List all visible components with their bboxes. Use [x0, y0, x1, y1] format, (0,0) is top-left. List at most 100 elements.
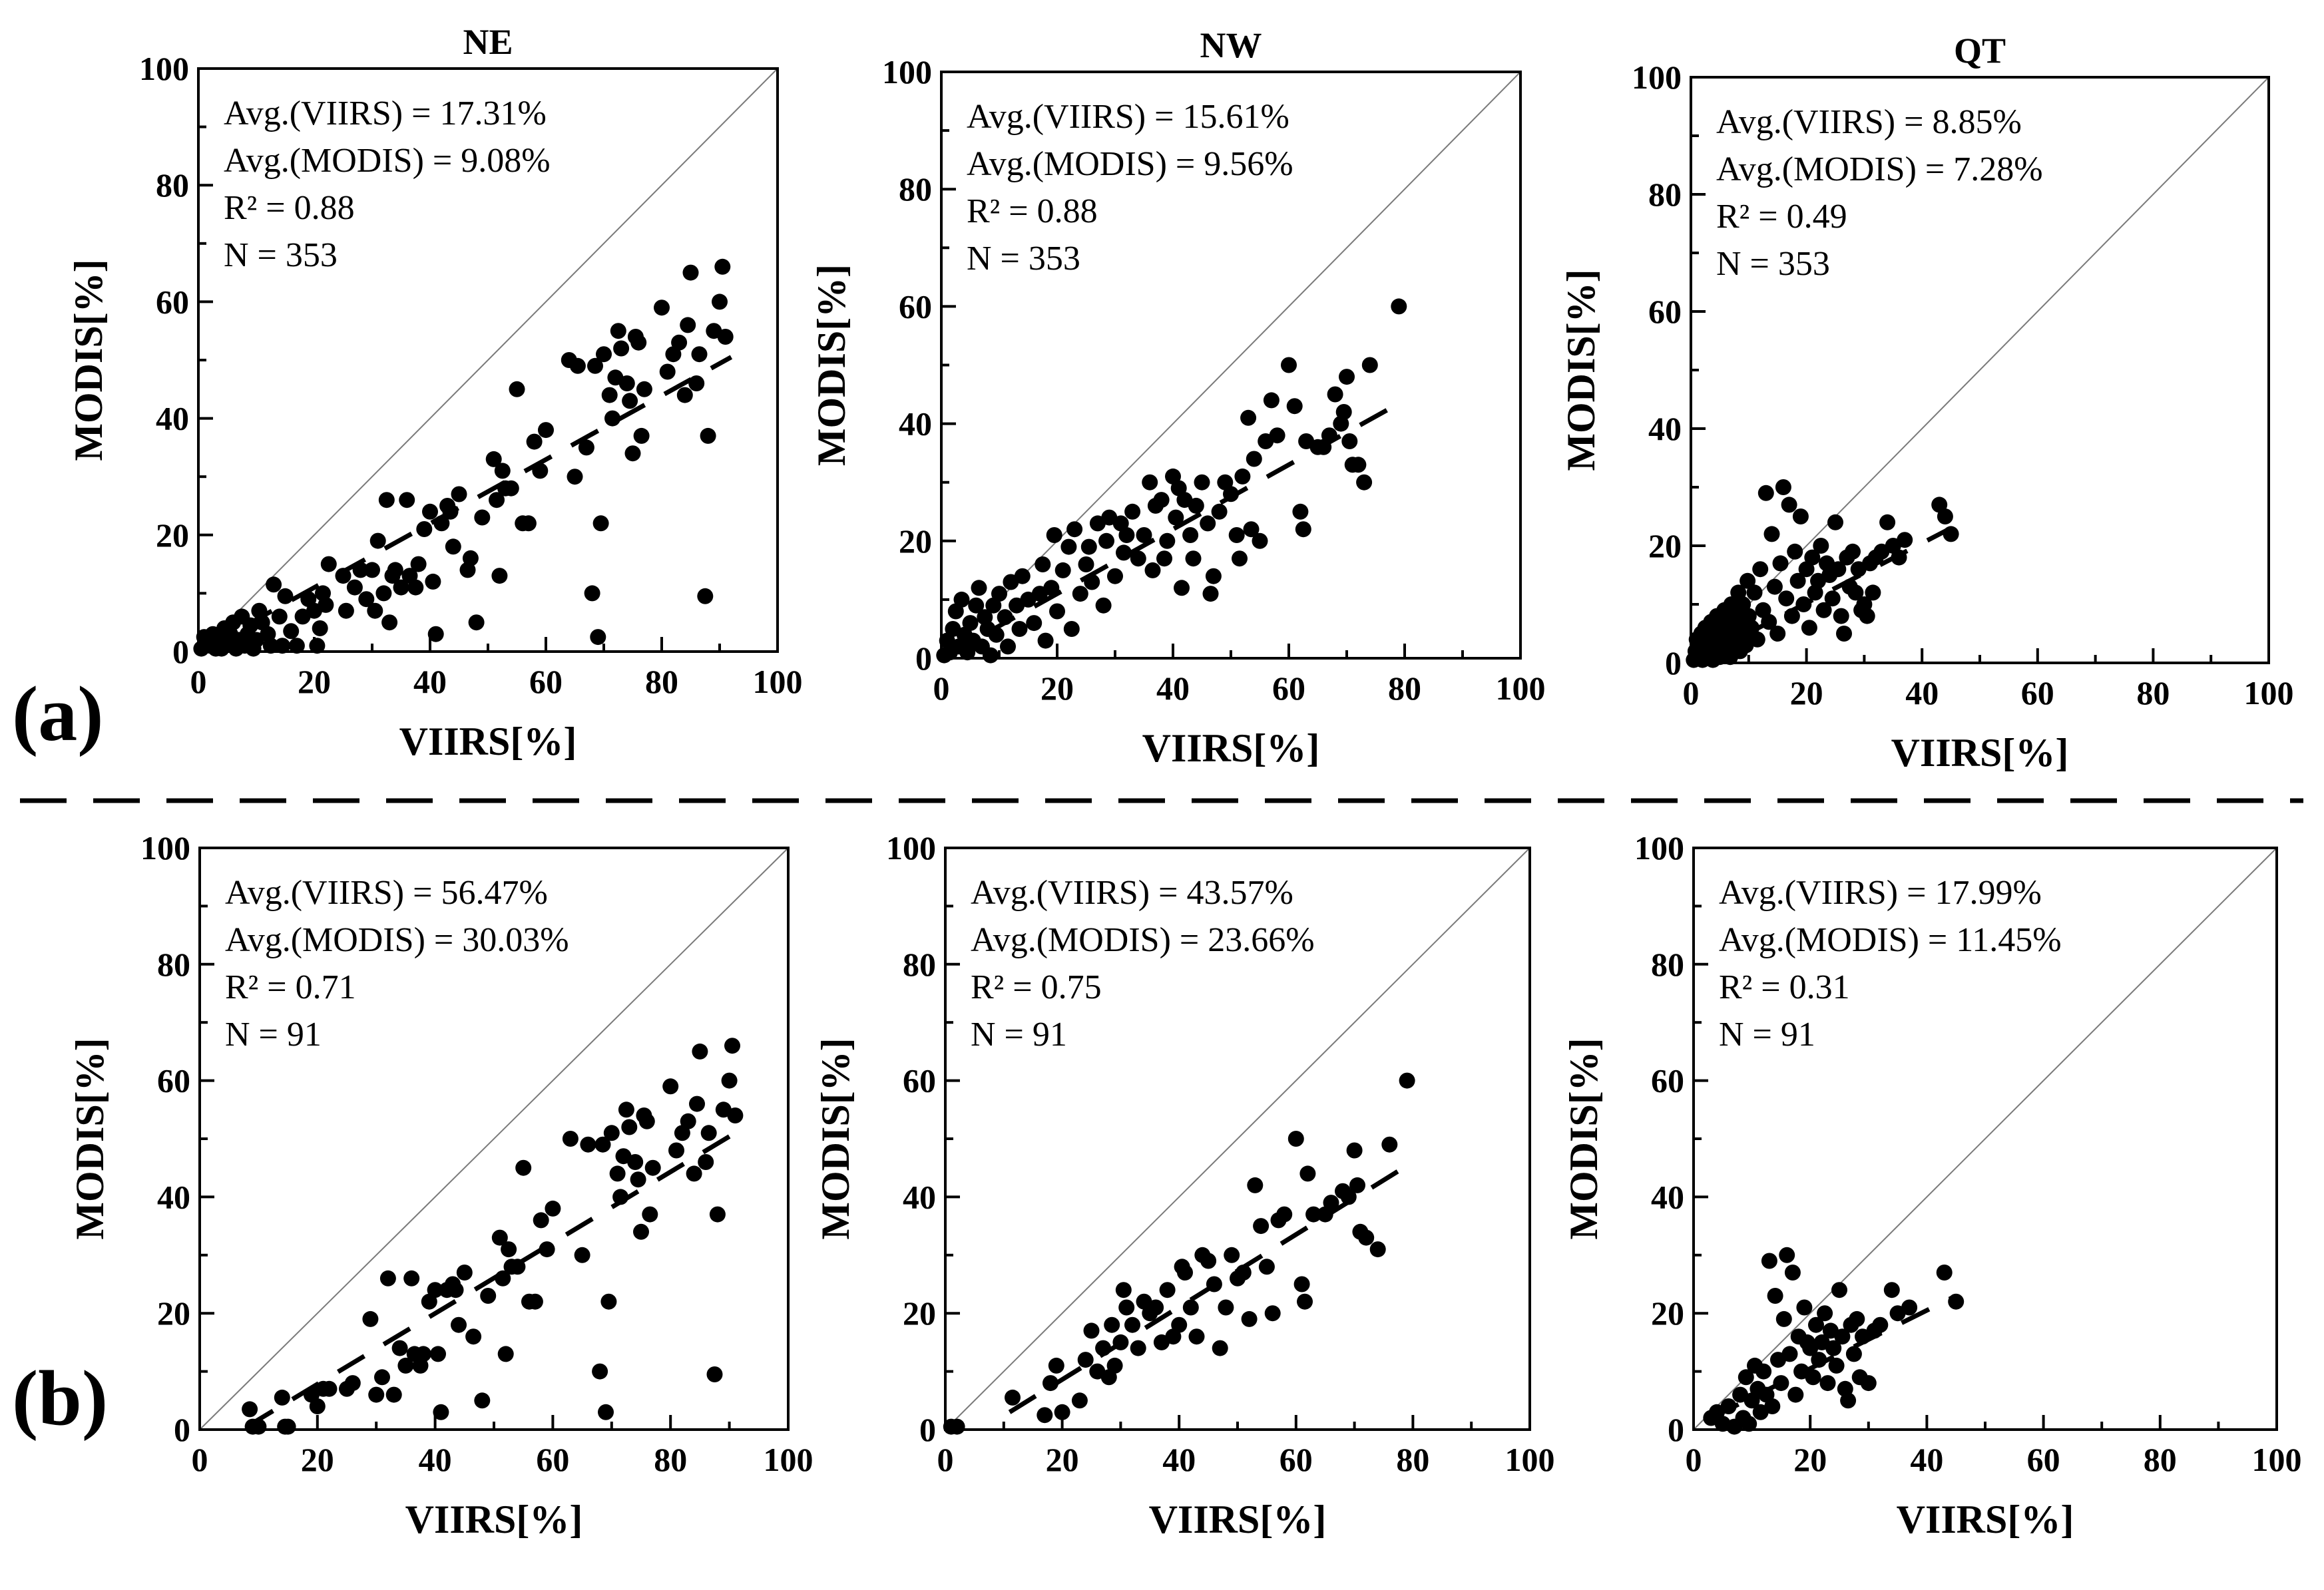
data-point — [1118, 527, 1135, 543]
data-point — [613, 340, 630, 357]
data-point — [1937, 508, 1953, 524]
data-point — [971, 580, 987, 596]
data-point — [601, 387, 618, 403]
data-point — [1159, 1282, 1176, 1298]
y-tick-label: 100 — [140, 829, 190, 867]
data-point — [1066, 521, 1083, 538]
data-point — [569, 357, 586, 374]
row-label-a: (a) — [12, 670, 104, 757]
stats-line: Avg.(VIIRS) = 17.31% — [224, 95, 547, 132]
data-point — [1897, 532, 1913, 548]
stats-line: Avg.(MODIS) = 9.56% — [967, 145, 1293, 183]
y-tick-label: 60 — [899, 288, 932, 325]
data-point — [422, 503, 438, 520]
stats-line: Avg.(MODIS) = 30.03% — [225, 921, 569, 959]
data-point — [358, 591, 375, 608]
data-point — [1072, 586, 1088, 602]
data-point — [1247, 1177, 1264, 1193]
x-tick-label: 100 — [1505, 1441, 1555, 1478]
data-point — [1936, 1265, 1953, 1281]
data-point — [1182, 1299, 1199, 1316]
data-point — [410, 556, 427, 572]
data-point — [712, 294, 728, 310]
data-point — [539, 1241, 555, 1258]
data-point — [474, 509, 491, 526]
data-point — [509, 381, 525, 397]
data-point — [1228, 527, 1245, 543]
y-axis-title: MODIS[%] — [1562, 1038, 1606, 1239]
data-point — [280, 1418, 296, 1435]
data-point — [1767, 1288, 1783, 1304]
data-point — [266, 576, 282, 593]
y-tick-label: 0 — [172, 633, 189, 670]
y-tick-label: 0 — [1665, 644, 1682, 682]
data-point — [407, 579, 424, 596]
y-axis-title: MODIS[%] — [813, 1038, 857, 1239]
data-point — [1234, 468, 1251, 485]
data-point — [1159, 532, 1176, 549]
data-point — [533, 1212, 549, 1229]
stats-line: Avg.(MODIS) = 23.66% — [971, 921, 1315, 959]
data-point — [580, 1136, 596, 1153]
data-point — [633, 1223, 649, 1240]
data-point — [1796, 1299, 1813, 1316]
data-point — [1341, 433, 1358, 449]
scatter-panel-5: 0 20 40 60 80 100 0 20 40 60 80 100 VIIRS[%] MODIS[%]… — [813, 829, 1555, 1541]
data-point — [1778, 590, 1795, 607]
x-tick-label: 40 — [1905, 674, 1939, 711]
data-point — [1293, 1276, 1310, 1292]
data-point — [604, 410, 620, 427]
data-point — [1766, 578, 1783, 595]
data-point — [1859, 608, 1875, 624]
data-point — [1156, 550, 1172, 567]
data-point — [1358, 1229, 1375, 1246]
data-point — [1763, 526, 1780, 542]
data-point — [262, 638, 279, 654]
data-point — [709, 1206, 726, 1223]
data-point — [1840, 1392, 1857, 1409]
x-tick-label: 100 — [1496, 670, 1546, 707]
y-tick-label: 40 — [156, 400, 189, 437]
panel-title: NE — [463, 22, 513, 62]
data-point — [288, 638, 305, 654]
data-point — [1865, 584, 1881, 601]
data-point — [427, 626, 444, 642]
data-point — [1232, 550, 1248, 567]
x-tick-label: 0 — [192, 1441, 208, 1478]
data-point — [1808, 1316, 1824, 1333]
data-point — [494, 463, 511, 479]
data-point — [1297, 1293, 1313, 1310]
one-to-one-line — [1693, 847, 2277, 1430]
data-point — [680, 317, 696, 333]
data-point — [1153, 492, 1170, 508]
data-point — [1815, 602, 1832, 618]
data-point — [433, 1404, 449, 1420]
data-point — [1276, 1206, 1293, 1223]
x-tick-label: 40 — [413, 663, 447, 700]
y-tick-label: 20 — [1648, 527, 1682, 564]
stats-line: N = 353 — [967, 240, 1080, 278]
data-point — [1761, 1253, 1777, 1269]
data-point — [1077, 1352, 1094, 1368]
data-point — [378, 492, 395, 508]
data-point — [1253, 1218, 1270, 1235]
data-point — [627, 1154, 644, 1170]
data-point — [1115, 1282, 1132, 1298]
data-point — [1106, 1357, 1123, 1374]
data-point — [451, 486, 467, 502]
x-tick-label: 60 — [2027, 1441, 2060, 1478]
x-axis-title: VIIRS[%] — [1897, 1497, 2074, 1541]
stats-line: N = 91 — [1719, 1016, 1815, 1054]
data-point — [1083, 1322, 1100, 1339]
data-point — [1813, 538, 1829, 554]
data-point — [676, 387, 693, 403]
x-tick-label: 20 — [301, 1441, 334, 1478]
data-point — [618, 375, 635, 391]
stats-line: R² = 0.31 — [1719, 968, 1850, 1006]
data-point — [387, 562, 403, 578]
data-point — [1264, 1305, 1281, 1322]
x-tick-label: 80 — [2144, 1441, 2177, 1478]
x-tick-label: 0 — [933, 670, 950, 707]
data-point — [1781, 497, 1797, 513]
data-point — [1749, 631, 1765, 648]
